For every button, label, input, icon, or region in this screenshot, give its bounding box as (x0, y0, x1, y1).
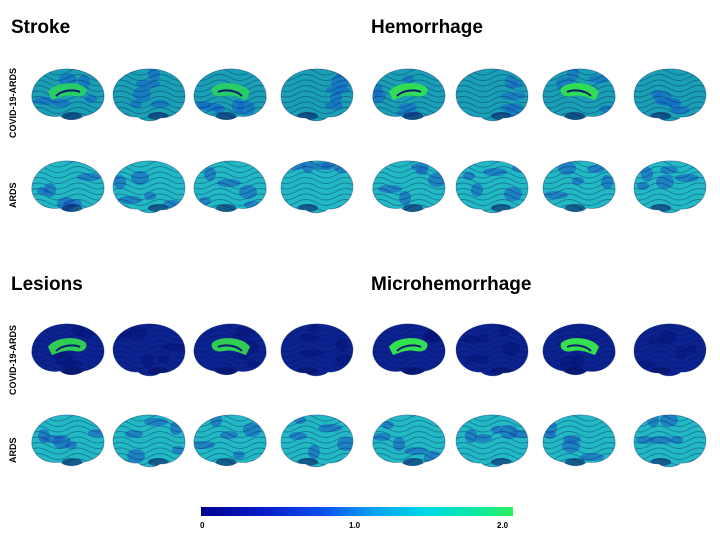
brain-surface-medial (31, 160, 105, 213)
colorbar-label-mid: 1.0 (349, 521, 361, 530)
row-label-ards-top: ARDS (8, 182, 18, 208)
brain-surface-lateral (633, 323, 707, 377)
brain-surface-medial (372, 68, 446, 121)
brain-surface-lateral (112, 68, 186, 122)
panel-title-stroke: Stroke (11, 17, 71, 38)
brain-surface-lateral (112, 414, 186, 468)
row-label-covid-ards-bottom: COVID-19-ARDS (8, 324, 18, 395)
brain-surface-lateral (455, 68, 529, 122)
brain-surface-lateral (633, 68, 707, 122)
brain-surface-lateral (112, 323, 186, 377)
brain-surface-medial (542, 414, 616, 467)
panel-title-microhemorrhage: Microhemorrhage (371, 274, 532, 295)
brain-surface-medial (31, 323, 105, 376)
brain-surface-medial (193, 68, 267, 121)
colorbar-label-min: 0 (200, 521, 205, 530)
brain-surface-medial (193, 323, 267, 376)
brain-surface-lateral (280, 68, 354, 122)
brain-surface-medial (542, 323, 616, 376)
brain-surface-lateral (280, 323, 354, 377)
panel-title-lesions: Lesions (11, 274, 83, 295)
brain-surface-medial (372, 414, 446, 467)
brain-surface-medial (542, 68, 616, 121)
brain-surface-lateral (455, 414, 529, 468)
brain-surface-lateral (455, 323, 529, 377)
brain-surface-medial (193, 160, 267, 213)
brain-surface-lateral (633, 414, 707, 468)
brain-surface-lateral (280, 414, 354, 468)
brain-surface-medial (542, 160, 616, 213)
brain-surface-medial (372, 323, 446, 376)
brain-surface-medial (372, 160, 446, 213)
brain-surface-medial (31, 414, 105, 467)
row-label-ards-bottom: ARDS (8, 437, 18, 463)
brain-surface-lateral (112, 160, 186, 214)
brain-surface-medial (193, 414, 267, 467)
panel-title-hemorrhage: Hemorrhage (371, 17, 483, 38)
brain-surface-lateral (633, 160, 707, 214)
colorbar-label-max: 2.0 (497, 521, 509, 530)
brain-surface-medial (31, 68, 105, 121)
colorbar (201, 507, 513, 516)
brain-surface-lateral (455, 160, 529, 214)
brain-surface-lateral (280, 160, 354, 214)
row-label-covid-ards-top: COVID-19-ARDS (8, 67, 18, 138)
